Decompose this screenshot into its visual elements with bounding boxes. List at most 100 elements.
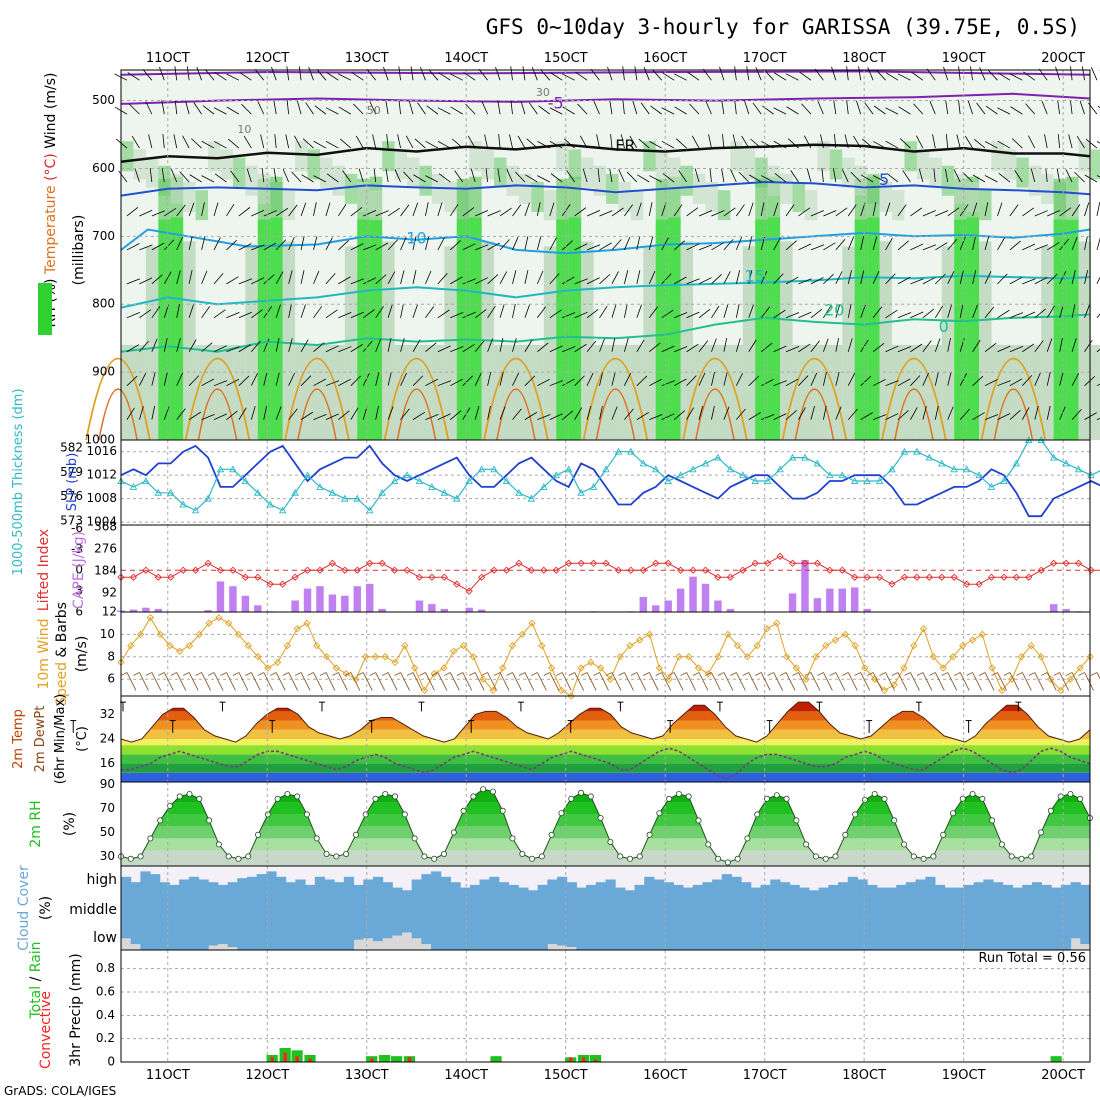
wind-barb [474,340,485,352]
isotherm-label: 5 [879,170,889,189]
rh-shade-mid [469,141,482,172]
thickness-marker [204,494,212,502]
thickness-marker [925,453,934,461]
li-marker [241,573,249,581]
cloud-high-bar [712,879,723,893]
wind-barb [599,274,611,285]
wind-barb [275,207,289,217]
wind-barb [566,170,575,183]
li-marker [863,573,871,581]
wind-barb [596,134,600,149]
cloud-middle-bar [954,893,965,921]
cloud-low-cell [644,921,655,950]
cloud-middle-bar [450,893,461,921]
wind-barb [624,236,631,251]
precip-conv-bar [569,1057,573,1062]
thickness-marker [751,477,759,484]
rh2m-marker [1077,795,1084,802]
wind-barb [1059,372,1064,386]
wind-barb [997,273,1008,285]
precip-total-bar [490,1056,502,1062]
y-tick-label: 1012 [86,468,117,482]
wind-barb [984,414,999,421]
cloud-high-bar [372,876,384,893]
li-marker [291,573,299,581]
li-marker [117,573,125,581]
wind-barb-10m [176,672,187,691]
thickness-marker [838,471,847,479]
y-tick-label: 500 [92,93,115,107]
wind-barb-10m-flag [1065,672,1073,676]
wind-barb [885,380,899,387]
wind-barb-10m-flag [145,672,153,676]
run-total-annotation: Run Total = 0.56 [978,951,1086,966]
wind-barb [599,405,603,420]
wind-barb [1034,277,1048,285]
wind-barb-10m [151,672,162,691]
wind-barb-10m [934,672,945,691]
wind-barb [450,346,464,353]
wind-barb [773,237,781,251]
wind-speed-marker [127,641,135,650]
rh-shade-mid [979,190,992,221]
wind-barb-10m-flag [531,672,538,676]
wind-barb [273,168,277,183]
wind-barb [673,410,686,420]
wind-barb [470,168,476,183]
wind-barb [678,170,687,183]
cloud-high-bar [566,882,577,893]
upper-air-ylabel-part: (°C) [43,153,59,185]
cloud-high-bar [702,882,713,893]
thickness-marker [142,477,150,484]
wind-barb-10m [275,672,286,691]
wind-barb-10m [1046,672,1057,691]
li-marker [366,559,374,567]
cloud-low-cell [266,921,277,950]
cloud-low-cell [634,921,645,950]
rh2m-marker [186,791,193,798]
wind-barb [465,103,476,115]
cloud-high-bar [896,884,907,893]
cloud-high-bar [557,876,568,893]
wind-barb [1009,378,1023,387]
wind-barb-10m-flag [1028,672,1035,676]
wind-barb [179,171,190,183]
isotherm-label: 15 [745,267,765,286]
wind-ylabel-2-part: Speed [54,662,70,706]
thickness-marker [378,488,386,496]
wind-barb [760,202,765,217]
cloud-low-bar [411,938,422,950]
wind-barb [250,372,258,386]
li-marker [515,559,523,567]
wind-barb [126,278,141,285]
wind-barb [400,338,405,352]
li-marker [378,559,386,567]
wind-barb [831,66,837,81]
wind-barb [314,105,327,115]
precip-ylabel-2: Convective [38,991,54,1069]
wind-barb [686,375,697,386]
wind-barb [213,202,219,217]
cloud-low-cell [557,921,568,946]
cloud-low-cell [276,921,287,950]
wind-barb [835,271,843,285]
wind-barb [897,312,912,319]
wind-barb [487,405,491,420]
wind-barb [661,309,674,319]
dewpt-line [121,747,1091,780]
wind-barb [933,168,936,183]
wind-barb [974,138,986,149]
li-marker [614,566,623,574]
wind-speed-marker [185,641,194,650]
cloud-high-bar [741,882,752,893]
wind-barb [609,100,613,115]
wind-barb [201,175,215,183]
rh-shade-high [1053,219,1067,440]
rh2m-marker [1057,793,1064,800]
cloud-low-cell [498,921,510,950]
wind-barb [139,309,152,319]
wind-speed-marker [685,653,693,661]
panel-upper-air: -5FR510152003050105006007008009001000RH … [38,66,1100,447]
wind-barb [860,236,864,250]
cloud-high-bar [469,884,481,893]
